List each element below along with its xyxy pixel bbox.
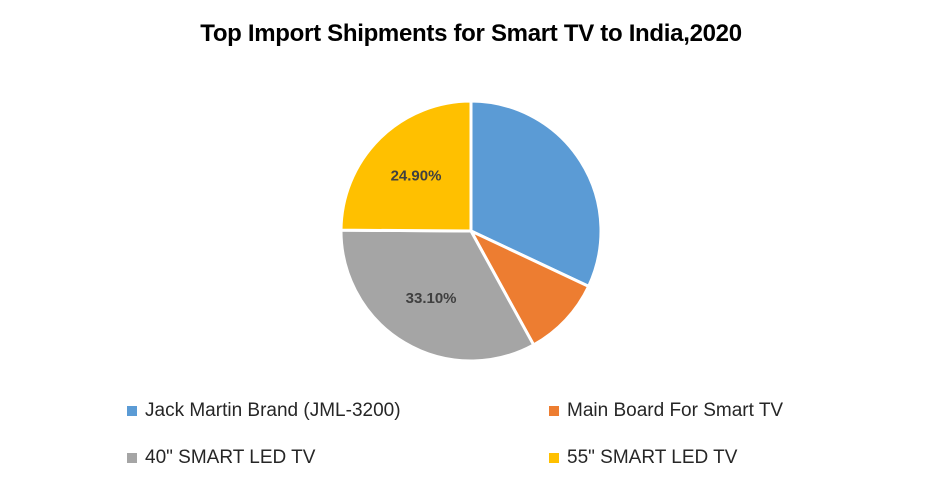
legend-item-40-smart-led: 40" SMART LED TV — [127, 447, 315, 469]
pie-slice-3 — [339, 99, 473, 233]
legend-label: Jack Martin Brand (JML-3200) — [145, 400, 401, 421]
data-label-3: 24.90% — [391, 168, 442, 185]
legend-label: 55" SMART LED TV — [567, 447, 738, 468]
data-label-2: 33.10% — [406, 290, 457, 307]
legend-swatch — [549, 453, 559, 463]
legend-label: Main Board For Smart TV — [567, 400, 784, 421]
pie-slice-2 — [339, 228, 536, 363]
legend-swatch — [127, 406, 137, 416]
pie-slice-1 — [467, 227, 591, 347]
legend-label: 40" SMART LED TV — [145, 447, 316, 468]
pie-slice-0 — [469, 99, 603, 289]
legend-swatch — [549, 406, 559, 416]
legend-item-55-smart-led: 55" SMART LED TV — [549, 447, 737, 469]
legend-swatch — [127, 453, 137, 463]
chart-title: Top Import Shipments for Smart TV to Ind… — [200, 20, 742, 47]
legend-item-jack-martin: Jack Martin Brand (JML-3200) — [127, 400, 401, 422]
legend-item-main-board: Main Board For Smart TV — [549, 400, 783, 422]
